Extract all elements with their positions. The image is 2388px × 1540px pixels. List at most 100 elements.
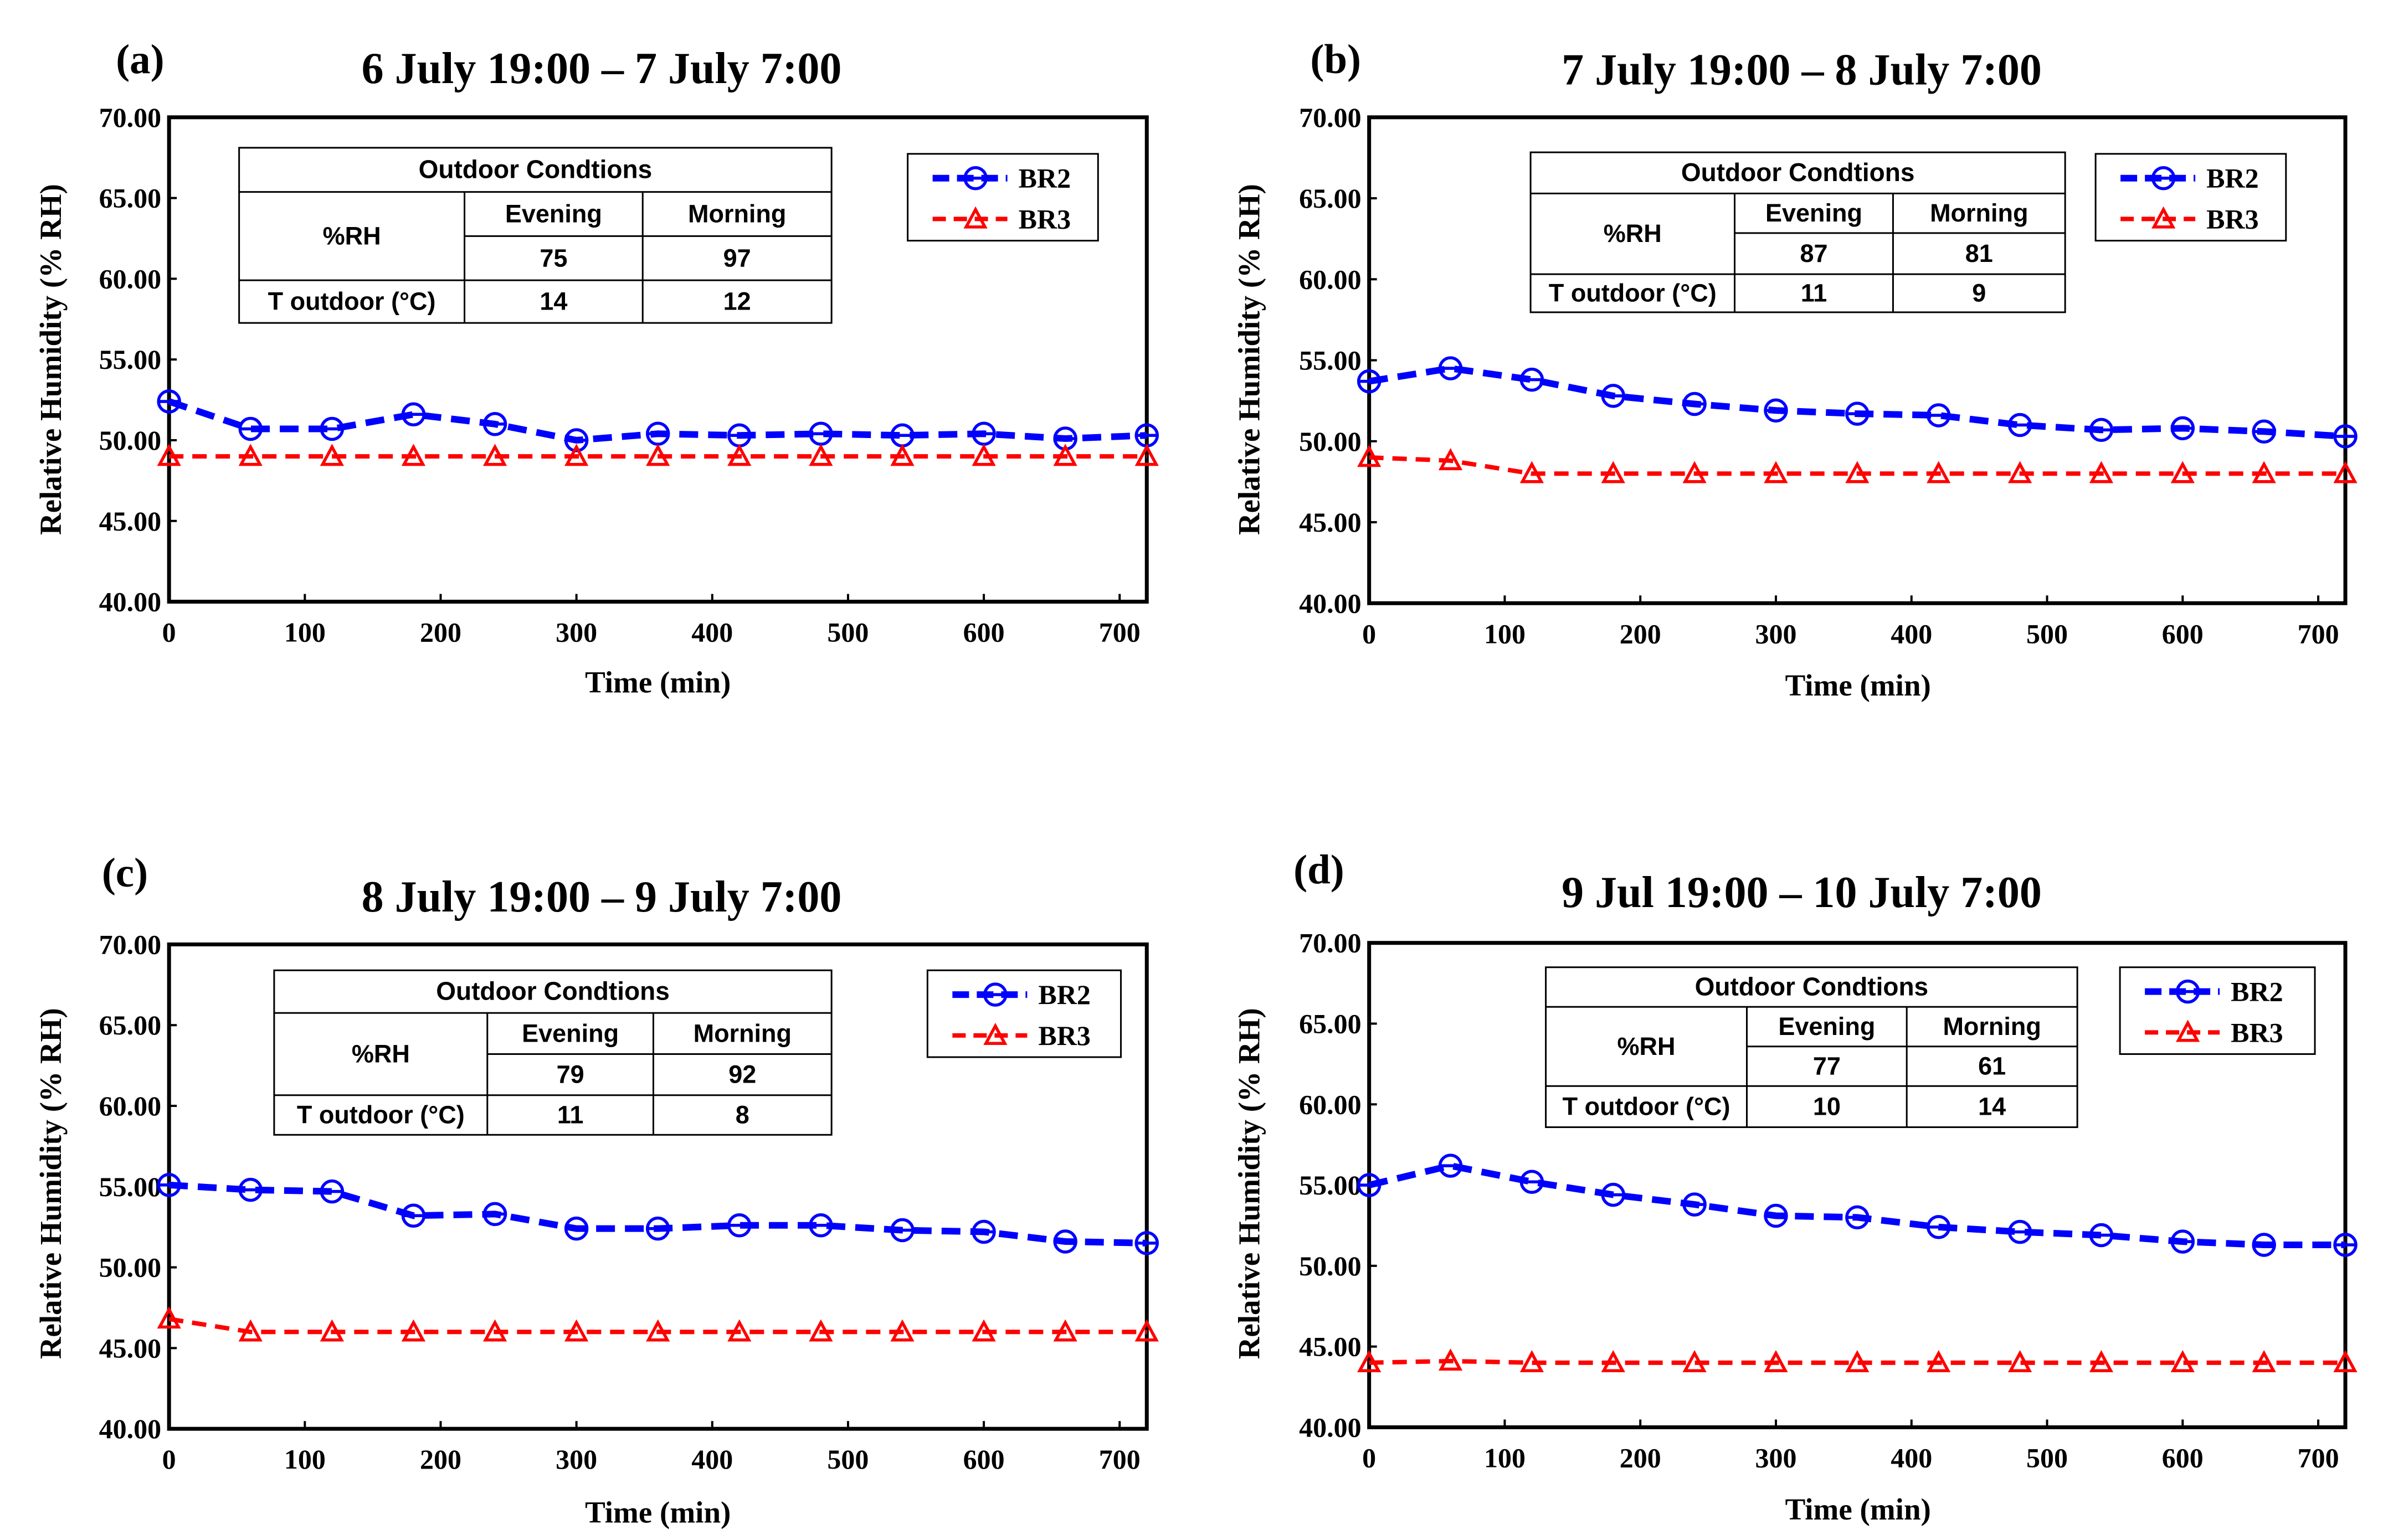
data-point: [2170, 1229, 2195, 1254]
chart-panel-b: (b) 7 July 19:00 – 8 July 7:00 40.00 45.00 5…: [1232, 37, 2358, 702]
y-tick-label: 70.00: [1299, 928, 1362, 959]
table-row-temp-label: T outdoor (°C): [1549, 279, 1717, 307]
series-br2: [157, 1173, 1159, 1255]
x-tick-label: 200: [1620, 618, 1661, 649]
legend-marker: [2175, 979, 2200, 1004]
panel-label: (b): [1310, 37, 1361, 83]
data-point: [1845, 401, 1870, 426]
table-rh-morning: 81: [1965, 239, 1993, 267]
x-tick-label: 400: [691, 617, 733, 648]
data-point: [1053, 1319, 1077, 1342]
data-point: [2170, 416, 2195, 441]
data-point: [2170, 461, 2195, 483]
legend-marker: [963, 166, 988, 190]
panel-label: (c): [102, 850, 148, 896]
data-point: [972, 1319, 996, 1342]
legend-marker: [2151, 166, 2176, 190]
outdoor-conditions-table: Outdoor Condtions %RH Evening Morning 75 97 T …: [238, 147, 833, 324]
data-point: [727, 444, 752, 466]
y-tick-label: 65.00: [1299, 183, 1362, 214]
legend-label: BR3: [2231, 1017, 2283, 1048]
data-point: [1357, 445, 1382, 467]
data-point: [1053, 444, 1077, 466]
series-br3: [157, 1306, 1159, 1342]
data-point: [1682, 461, 1707, 483]
data-point: [1438, 448, 1463, 471]
data-point: [157, 389, 181, 414]
data-point: [1927, 1350, 1951, 1373]
data-point: [2007, 1350, 2032, 1373]
data-point: [320, 1319, 344, 1342]
data-point: [157, 1173, 181, 1197]
legend-label: BR3: [2206, 203, 2258, 234]
legend-marker: [963, 206, 988, 229]
data-point: [1601, 384, 1626, 408]
y-tick-label: 45.00: [1299, 1331, 1362, 1362]
x-tick-label: 700: [2298, 618, 2339, 649]
legend-marker: [2175, 1019, 2200, 1042]
x-tick-label: 600: [963, 617, 1005, 648]
y-tick-label: 50.00: [99, 425, 162, 456]
data-point: [890, 1218, 915, 1243]
chart-title: 8 July 19:00 – 9 July 7:00: [362, 873, 842, 921]
table-title: Outdoor Condtions: [1681, 158, 1915, 187]
series-line: [1369, 455, 2346, 476]
table-row-rh-label: %RH: [1617, 1032, 1676, 1060]
legend-label: BR3: [1038, 1020, 1090, 1051]
x-tick-label: 300: [1755, 618, 1796, 649]
table-rh-morning: 97: [723, 244, 751, 272]
y-tick-label: 50.00: [1299, 1250, 1362, 1281]
y-tick-label: 45.00: [1299, 507, 1362, 538]
table-col-evening: Evening: [505, 199, 602, 228]
table-rh-evening: 87: [1800, 239, 1827, 267]
series-br3: [1357, 1348, 2358, 1373]
data-point: [972, 444, 996, 466]
table-row-rh-label: %RH: [352, 1040, 410, 1068]
data-point: [482, 1202, 507, 1227]
table-t-evening: 11: [557, 1101, 584, 1129]
x-tick-label: 300: [556, 1444, 597, 1475]
legend-label: BR2: [2231, 976, 2283, 1007]
y-tick-label: 40.00: [99, 586, 162, 617]
table-row-temp-label: T outdoor (°C): [1563, 1092, 1730, 1120]
data-point: [2007, 413, 2032, 437]
data-point: [645, 1216, 670, 1241]
x-tick-label: 100: [1484, 618, 1526, 649]
data-point: [2007, 461, 2032, 483]
table-rh-evening: 79: [557, 1060, 584, 1089]
table-row-rh-label: %RH: [323, 222, 381, 250]
chart-panel-d: (d) 9 Jul 19:00 – 10 July 7:00 40.00 45.00 5…: [1232, 847, 2358, 1526]
data-point: [809, 1213, 833, 1238]
data-point: [1926, 1215, 1951, 1239]
x-tick-label: 0: [1362, 618, 1376, 649]
panel-label: (d): [1293, 847, 1344, 893]
x-tick-label: 0: [162, 1444, 176, 1475]
x-tick-label: 100: [1484, 1442, 1526, 1473]
table-t-evening: 14: [540, 287, 567, 316]
x-axis-label: Time (min): [1785, 668, 1931, 702]
data-point: [809, 1319, 833, 1342]
table-col-morning: Morning: [688, 199, 786, 228]
data-point: [646, 444, 670, 466]
data-point: [1357, 369, 1382, 394]
y-tick-label: 60.00: [1299, 1089, 1362, 1120]
data-point: [401, 1203, 426, 1228]
data-point: [157, 444, 181, 466]
series-br2: [1357, 1153, 2358, 1257]
legend-marker: [983, 982, 1008, 1007]
y-tick-label: 45.00: [99, 506, 162, 537]
data-point: [1601, 461, 1625, 483]
panel-label: (a): [116, 37, 164, 83]
data-point: [1845, 1205, 1870, 1230]
x-tick-label: 200: [420, 617, 461, 648]
x-tick-label: 300: [1755, 1442, 1796, 1473]
data-point: [1357, 1350, 1382, 1373]
data-point: [2252, 461, 2276, 483]
y-tick-label: 40.00: [1299, 588, 1362, 619]
data-point: [2333, 1350, 2358, 1373]
y-tick-label: 65.00: [1299, 1008, 1362, 1039]
chart-title: 6 July 19:00 – 7 July 7:00: [362, 44, 842, 93]
data-point: [157, 1306, 181, 1329]
data-point: [1519, 461, 1544, 483]
